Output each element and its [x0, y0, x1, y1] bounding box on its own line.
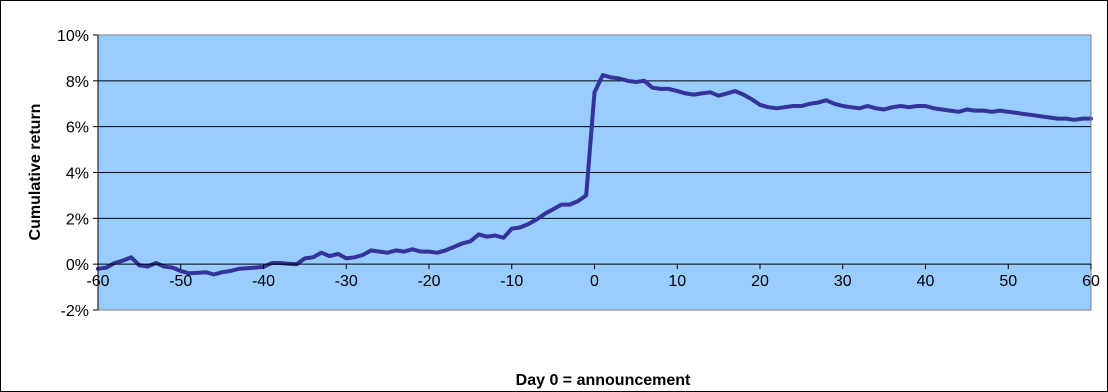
y-tick-label: 6% [66, 120, 89, 137]
y-tick-label: 2% [66, 211, 89, 228]
x-tick-label: -60 [86, 273, 109, 290]
x-tick-label: -10 [500, 273, 523, 290]
y-axis-title: Cumulative return [27, 104, 44, 241]
x-tick-label: -40 [252, 273, 275, 290]
x-axis-title: Day 0 = announcement [516, 372, 691, 389]
y-tick-label: -2% [61, 303, 89, 320]
x-tick-label: 20 [751, 273, 769, 290]
x-tick-label: 30 [834, 273, 852, 290]
x-tick-label: -30 [335, 273, 358, 290]
y-tick-label: 0% [66, 257, 89, 274]
x-tick-label: 50 [999, 273, 1017, 290]
y-tick-label: 8% [66, 74, 89, 91]
axes: -2% 0% 2% 4% 6% 8% 10% -60 -50 -40 -30 -20 -10 0 10 20 3… [57, 28, 1100, 320]
x-tick-label: 0 [590, 273, 599, 290]
x-tick-label: -50 [169, 273, 192, 290]
x-tick-label: 10 [668, 273, 686, 290]
y-tick-label: 10% [57, 28, 89, 45]
y-tick-label: 4% [66, 166, 89, 183]
x-tick-label: -20 [417, 273, 440, 290]
x-tick-label: 60 [1082, 273, 1100, 290]
x-tick-label: 40 [917, 273, 935, 290]
